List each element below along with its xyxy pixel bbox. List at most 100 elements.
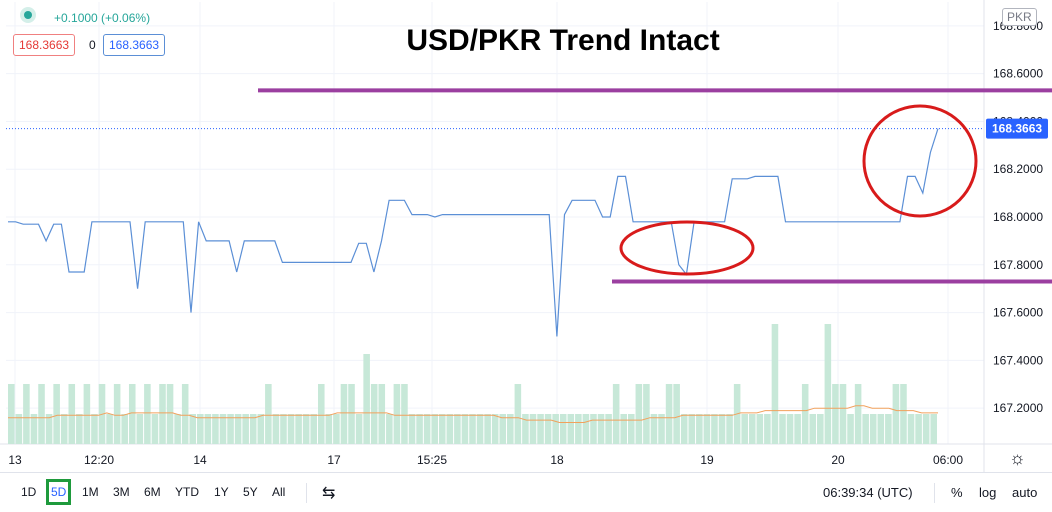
volume-bar <box>862 414 869 444</box>
chart-title: USD/PKR Trend Intact <box>406 24 719 57</box>
settings-gear-icon[interactable]: ☼ <box>1009 448 1026 468</box>
annotations <box>258 88 1052 284</box>
volume-bar <box>15 414 23 444</box>
volume-bar <box>257 414 265 444</box>
volume-bar <box>340 384 348 444</box>
auto-toggle[interactable]: auto <box>1012 485 1038 500</box>
volume-bar <box>801 384 809 444</box>
volume-bar <box>673 384 680 444</box>
volume-bar <box>272 414 280 444</box>
volume-bar <box>885 414 892 444</box>
volume-bar <box>590 414 597 444</box>
volume-bar <box>922 414 930 444</box>
volume-bar <box>620 414 627 444</box>
volume-bar <box>53 384 60 444</box>
timeframe-ytd[interactable]: YTD <box>175 485 199 499</box>
volume-bar <box>174 414 181 444</box>
volume-bar <box>106 414 113 444</box>
volume-bar <box>718 414 726 444</box>
volume-bar <box>491 414 499 444</box>
volume-bar <box>38 384 45 444</box>
volume-bar <box>643 384 650 444</box>
volume-bar <box>287 414 295 444</box>
x-tick-label: 06:00 <box>933 453 963 467</box>
volume-bar <box>839 384 847 444</box>
timeframe-1y[interactable]: 1Y <box>214 485 229 499</box>
volume-bar <box>469 414 476 444</box>
percent-toggle[interactable]: % <box>951 485 963 500</box>
volume-bar <box>219 414 227 444</box>
volume-bar <box>726 414 733 444</box>
log-toggle[interactable]: log <box>979 485 997 500</box>
timeframe-all[interactable]: All <box>272 485 286 499</box>
volume-bar <box>23 384 30 444</box>
x-tick-label: 19 <box>700 453 714 467</box>
clock-time: 06:39:34 (UTC) <box>823 485 913 500</box>
volume-bar <box>370 384 378 444</box>
low-circle <box>619 220 755 276</box>
volume-bar <box>824 324 832 444</box>
timeframe-1m[interactable]: 1M <box>82 485 99 499</box>
volume-bar <box>295 414 302 444</box>
x-tick-label: 18 <box>550 453 564 467</box>
volume-bar <box>612 384 620 444</box>
y-tick-label: 168.6000 <box>993 67 1043 81</box>
volume-bar <box>401 384 408 444</box>
volume-bar <box>151 414 159 444</box>
volume-bar <box>522 414 529 444</box>
bid-price[interactable]: 168.3663 <box>13 34 76 56</box>
moving-average-line <box>8 405 938 423</box>
volume-bar <box>809 414 817 444</box>
volume-bar <box>597 414 605 444</box>
volume-bar <box>900 384 907 444</box>
volume-bar <box>30 414 38 444</box>
volume-bar <box>128 384 136 444</box>
volume-bar <box>355 414 363 444</box>
x-tick-label: 13 <box>8 453 22 467</box>
volume-bar <box>628 414 635 444</box>
volume-bar <box>348 384 355 444</box>
timeframe-6m[interactable]: 6M <box>144 485 161 499</box>
volume-bar <box>310 414 317 444</box>
volume-bar <box>76 414 83 444</box>
ask-price[interactable]: 168.3663 <box>103 34 166 56</box>
price-change: +0.1000 (+0.06%) <box>54 11 151 25</box>
x-axis: 13 12:20 14 17 15:25 18 19 20 06:00 <box>8 453 963 467</box>
volume-bar <box>930 414 937 444</box>
volume-bar <box>748 414 756 444</box>
volume-bar <box>771 324 779 444</box>
timeframe-1d[interactable]: 1D <box>21 485 37 499</box>
y-axis: 167.2000 167.4000 167.6000 167.8000 168.0000… <box>986 19 1048 415</box>
volume-bar <box>476 414 484 444</box>
volume-bar <box>234 414 242 444</box>
volume-bar <box>484 414 491 444</box>
volume-bar <box>514 384 522 444</box>
volume-bar <box>280 414 287 444</box>
timeframe-5d[interactable]: 5D <box>45 479 72 505</box>
volume-bar <box>680 414 688 444</box>
volume-bar <box>817 414 824 444</box>
spread-value: 0 <box>89 38 96 52</box>
volume-bar <box>302 414 310 444</box>
volume-bar <box>242 414 249 444</box>
volume-bar <box>537 414 544 444</box>
date-range-icon[interactable]: ⇆ <box>322 485 336 502</box>
volume-bar <box>567 414 575 444</box>
volume-bar <box>91 414 98 444</box>
volume-bar <box>197 414 204 444</box>
timeframe-3m[interactable]: 3M <box>113 485 130 499</box>
y-tick-label: 167.6000 <box>993 306 1043 320</box>
last-price-badge <box>986 118 1048 139</box>
volume-bar <box>386 414 393 444</box>
timeframe-5y[interactable]: 5Y <box>243 485 258 499</box>
high-circle <box>862 104 978 218</box>
volume-bar <box>249 414 257 444</box>
chart: 167.2000 167.4000 167.6000 167.8000 168.0000… <box>0 0 1052 472</box>
volume-bar <box>68 384 76 444</box>
volume-bar <box>544 414 552 444</box>
volume-bar <box>121 414 128 444</box>
volume-bar <box>552 414 559 444</box>
x-tick-label: 14 <box>193 453 207 467</box>
volume-bar <box>181 384 189 444</box>
last-price-label: 168.3663 <box>992 122 1042 136</box>
